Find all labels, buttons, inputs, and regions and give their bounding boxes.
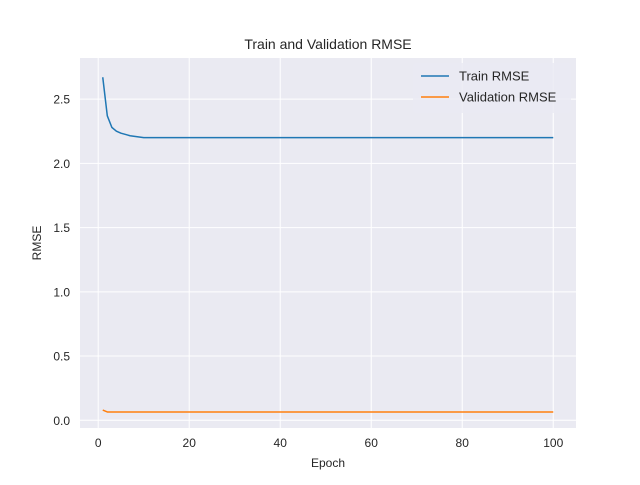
x-tick-label: 100 [543, 436, 563, 450]
legend: Train RMSE Validation RMSE [413, 63, 571, 113]
x-tick-label: 40 [274, 436, 288, 450]
legend-label-validation: Validation RMSE [459, 90, 557, 105]
train-rmse-line [102, 77, 554, 139]
y-tick-label: 0.0 [53, 414, 70, 428]
x-axis-label: Epoch [311, 456, 345, 470]
validation-rmse-line [102, 409, 554, 413]
chart-title: Train and Validation RMSE [244, 36, 411, 52]
plot-area [80, 58, 576, 428]
x-tick-label: 20 [183, 436, 197, 450]
legend-label-train: Train RMSE [459, 69, 530, 84]
y-tick-label: 1.5 [53, 221, 70, 235]
y-tick-label: 1.0 [53, 285, 70, 299]
x-tick-labels: 0 20 40 60 80 100 [95, 436, 564, 450]
x-tick-label: 0 [95, 436, 102, 450]
x-tick-label: 60 [365, 436, 379, 450]
y-tick-label: 2.5 [53, 93, 70, 107]
y-tick-label: 0.5 [53, 350, 70, 364]
series-lines [102, 77, 554, 413]
grid-lines [80, 58, 576, 428]
y-tick-label: 2.0 [53, 157, 70, 171]
legend-box [413, 63, 571, 113]
y-tick-labels: 0.0 0.5 1.0 1.5 2.0 2.5 [53, 93, 70, 428]
x-tick-label: 80 [456, 436, 470, 450]
y-axis-label: RMSE [30, 226, 44, 261]
